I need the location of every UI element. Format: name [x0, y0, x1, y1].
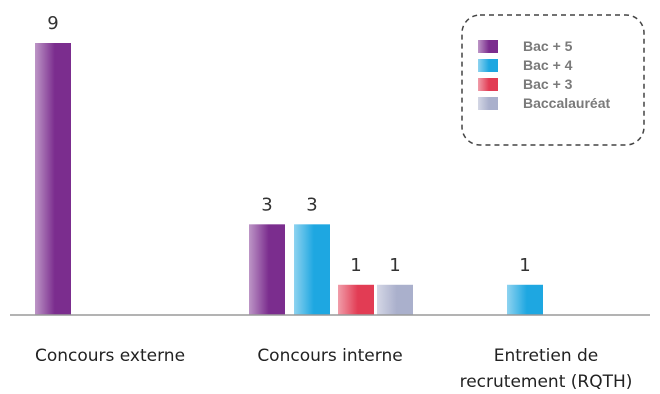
data-label: 1 [350, 255, 361, 276]
data-label: 3 [261, 194, 272, 215]
category-label: recrutement (RQTH) [460, 372, 633, 392]
data-label: 9 [47, 13, 58, 34]
category-labels-layer: Concours externe Concours interne Entretie… [35, 346, 632, 392]
legend-swatch [478, 40, 498, 53]
legend-swatch [478, 59, 498, 72]
bar-baccalaur-at-1 [377, 284, 413, 315]
bar-bac-5-0 [35, 43, 71, 315]
legend: Bac + 5 Bac + 4 Bac + 3 Baccalauréat [461, 14, 645, 146]
legend-frame [461, 14, 645, 146]
bar-bac-4-1 [294, 224, 330, 315]
data-label: 1 [519, 255, 530, 276]
bar-bac-5-1 [249, 224, 285, 315]
legend-label: Bac + 5 [523, 38, 573, 54]
legend-label: Bac + 3 [523, 76, 573, 92]
category-label: Entretien de [494, 346, 599, 366]
legend-label: Baccalauréat [523, 95, 611, 111]
legend-swatch [478, 78, 498, 91]
legend-items: Bac + 5 Bac + 4 Bac + 3 Baccalauréat [478, 38, 611, 111]
data-label: 1 [389, 255, 400, 276]
bar-bac-4-2 [507, 284, 543, 315]
data-label: 3 [306, 194, 317, 215]
legend-label: Bac + 4 [523, 57, 573, 73]
bars-layer [35, 43, 543, 315]
category-label: Concours externe [35, 346, 185, 366]
legend-swatch [478, 97, 498, 110]
category-label: Concours interne [257, 346, 402, 366]
bar-bac-3-1 [338, 284, 374, 315]
value-labels-layer: 9 3 3 1 1 1 [47, 13, 530, 276]
